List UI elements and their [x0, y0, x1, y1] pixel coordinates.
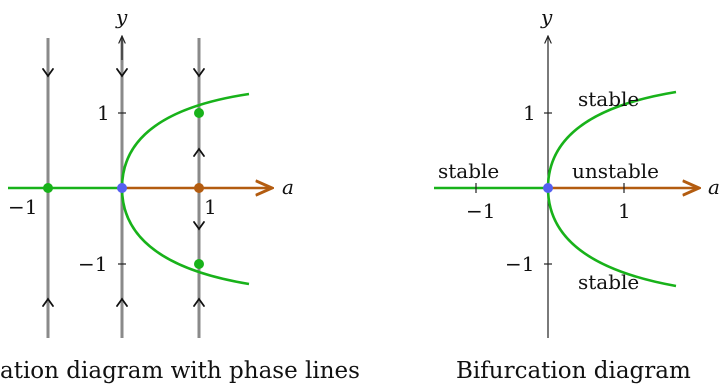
flow-down-arrow-icon: [193, 68, 205, 78]
equilibrium-stable-upper-point: [194, 108, 204, 118]
branch-label-lower: stable: [578, 270, 639, 294]
y-tick-label-1: 1: [97, 101, 110, 125]
flow-up-arrow-icon: [116, 297, 128, 307]
equilibrium-stable-point: [43, 183, 53, 193]
right-panel: stable stable unstable stable y a −1 1 1…: [434, 5, 719, 384]
x-axis-label: a: [708, 175, 719, 199]
flow-up-arrow-icon: [193, 147, 205, 157]
branch-label-right: unstable: [572, 159, 659, 183]
y-tick-label-1: 1: [523, 101, 536, 125]
flow-down-arrow-icon: [193, 221, 205, 231]
pitchfork-upper-branch: [546, 90, 677, 189]
left-panel: y a −1 1 1 −1 ation diagram with phase l…: [0, 5, 360, 384]
x-tick-label-neg1: −1: [466, 199, 495, 223]
pitchfork-lower-branch: [120, 187, 250, 286]
bifurcation-point: [117, 183, 127, 193]
bifurcation-point: [543, 183, 553, 193]
equilibrium-stable-lower-point: [194, 259, 204, 269]
pitchfork-upper-branch: [120, 92, 250, 189]
x-axis-label: a: [282, 175, 294, 199]
flow-up-arrow-icon: [193, 297, 205, 307]
equilibrium-unstable-point: [194, 183, 204, 193]
x-tick-label-neg1: −1: [8, 195, 37, 219]
x-tick-label-1: 1: [618, 199, 631, 223]
y-axis-label: y: [540, 5, 553, 29]
flow-up-arrow-icon: [42, 297, 54, 307]
branch-label-upper: stable: [578, 87, 639, 111]
y-axis-label: y: [115, 5, 128, 29]
pitchfork-lower-branch: [546, 187, 677, 288]
branch-label-left: stable: [438, 159, 499, 183]
y-tick-label-neg1: −1: [78, 252, 107, 276]
left-caption: ation diagram with phase lines: [0, 358, 360, 384]
right-caption: Bifurcation diagram: [456, 358, 691, 384]
x-tick-label-1: 1: [204, 195, 217, 219]
y-tick-label-neg1: −1: [505, 252, 534, 276]
flow-down-arrow-icon: [116, 68, 128, 78]
flow-down-arrow-icon: [42, 68, 54, 78]
